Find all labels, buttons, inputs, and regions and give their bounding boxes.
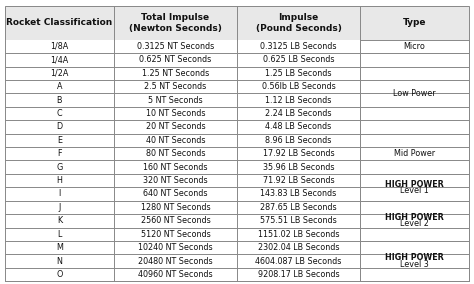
Text: Mid Power: Mid Power [394,149,435,158]
Text: M: M [56,243,63,252]
Bar [360,53,469,134]
Bar [5,147,469,160]
Bar [5,254,469,268]
Bar [360,241,469,281]
Text: 320 NT Seconds: 320 NT Seconds [143,176,208,185]
Bar [5,66,469,80]
Bar [5,53,469,66]
Text: 640 NT Seconds: 640 NT Seconds [143,189,208,199]
Text: 40960 NT Seconds: 40960 NT Seconds [138,270,213,279]
Bar [360,201,469,241]
Text: F: F [57,149,62,158]
Text: 4604.087 LB Seconds: 4604.087 LB Seconds [255,256,342,266]
Bar [5,80,469,93]
Text: 20480 NT Seconds: 20480 NT Seconds [138,256,213,266]
Bar [5,107,469,120]
Text: 0.3125 NT Seconds: 0.3125 NT Seconds [137,42,214,51]
Text: 143.83 LB Seconds: 143.83 LB Seconds [260,189,337,199]
Bar [5,268,469,281]
Text: 71.92 LB Seconds: 71.92 LB Seconds [263,176,334,185]
Bar [360,53,469,134]
Bar [5,120,469,134]
Text: E: E [57,136,62,145]
Text: 80 NT Seconds: 80 NT Seconds [146,149,205,158]
Text: K: K [57,216,62,225]
Text: 0.625 LB Seconds: 0.625 LB Seconds [263,55,334,64]
Bar [5,134,469,147]
Text: 9208.17 LB Seconds: 9208.17 LB Seconds [258,270,339,279]
Bar [360,40,469,53]
Bar [5,93,469,107]
Text: HIGH POWER: HIGH POWER [385,253,444,262]
Text: 1/8A: 1/8A [50,42,68,51]
Text: 1151.02 LB Seconds: 1151.02 LB Seconds [258,230,339,239]
Bar [5,214,469,227]
Text: B: B [56,96,62,105]
Bar [5,40,469,53]
Text: Level 3: Level 3 [401,260,429,269]
Text: 2302.04 LB Seconds: 2302.04 LB Seconds [258,243,339,252]
Bar [360,201,469,241]
Text: 17.92 LB Seconds: 17.92 LB Seconds [263,149,334,158]
Text: 5 NT Seconds: 5 NT Seconds [148,96,203,105]
Text: 5120 NT Seconds: 5120 NT Seconds [141,230,210,239]
Text: 20 NT Seconds: 20 NT Seconds [146,122,205,131]
Text: 40 NT Seconds: 40 NT Seconds [146,136,205,145]
Bar [360,134,469,174]
Text: Total Impulse
(Newton Seconds): Total Impulse (Newton Seconds) [129,13,222,33]
Text: HIGH POWER: HIGH POWER [385,180,444,189]
Text: Type: Type [403,18,427,27]
Text: 1.12 LB Seconds: 1.12 LB Seconds [265,96,332,105]
Bar [5,160,469,174]
Text: 1.25 NT Seconds: 1.25 NT Seconds [142,69,209,78]
Bar [5,187,469,201]
Text: D: D [56,122,63,131]
Bar [360,241,469,281]
Bar [5,6,469,40]
Text: 0.3125 LB Seconds: 0.3125 LB Seconds [260,42,337,51]
Text: 1/4A: 1/4A [50,55,68,64]
Text: Micro: Micro [404,42,426,51]
Bar [360,174,469,201]
Bar [5,227,469,241]
Text: 35.96 LB Seconds: 35.96 LB Seconds [263,163,334,172]
Text: L: L [57,230,62,239]
Text: 8.96 LB Seconds: 8.96 LB Seconds [265,136,332,145]
Bar [360,40,469,53]
Text: HIGH POWER: HIGH POWER [385,213,444,222]
Bar [360,174,469,201]
Text: N: N [56,256,62,266]
Text: 1/2A: 1/2A [50,69,69,78]
Text: 0.625 NT Seconds: 0.625 NT Seconds [139,55,211,64]
Text: C: C [56,109,62,118]
Bar [5,6,469,40]
Text: 160 NT Seconds: 160 NT Seconds [143,163,208,172]
Bar [360,134,469,174]
Text: 1280 NT Seconds: 1280 NT Seconds [141,203,210,212]
Text: Level 2: Level 2 [400,220,429,228]
Text: 575.51 LB Seconds: 575.51 LB Seconds [260,216,337,225]
Text: Rocket Classification: Rocket Classification [6,18,112,27]
Text: 2560 NT Seconds: 2560 NT Seconds [141,216,210,225]
Text: 10240 NT Seconds: 10240 NT Seconds [138,243,213,252]
Text: 4.48 LB Seconds: 4.48 LB Seconds [265,122,332,131]
Bar [5,201,469,214]
Text: Low Power: Low Power [393,89,436,98]
Text: J: J [58,203,61,212]
Text: 287.65 LB Seconds: 287.65 LB Seconds [260,203,337,212]
Text: G: G [56,163,63,172]
Text: 10 NT Seconds: 10 NT Seconds [146,109,205,118]
Text: Level 1: Level 1 [401,186,429,195]
Text: 0.56lb LB Seconds: 0.56lb LB Seconds [262,82,336,91]
Bar [5,241,469,254]
Text: A: A [56,82,62,91]
Text: 1.25 LB Seconds: 1.25 LB Seconds [265,69,332,78]
Text: 2.5 NT Seconds: 2.5 NT Seconds [144,82,207,91]
Text: O: O [56,270,63,279]
Text: I: I [58,189,61,199]
Text: 2.24 LB Seconds: 2.24 LB Seconds [265,109,332,118]
Text: H: H [56,176,62,185]
Text: Impulse
(Pound Seconds): Impulse (Pound Seconds) [255,13,341,33]
Bar [5,174,469,187]
